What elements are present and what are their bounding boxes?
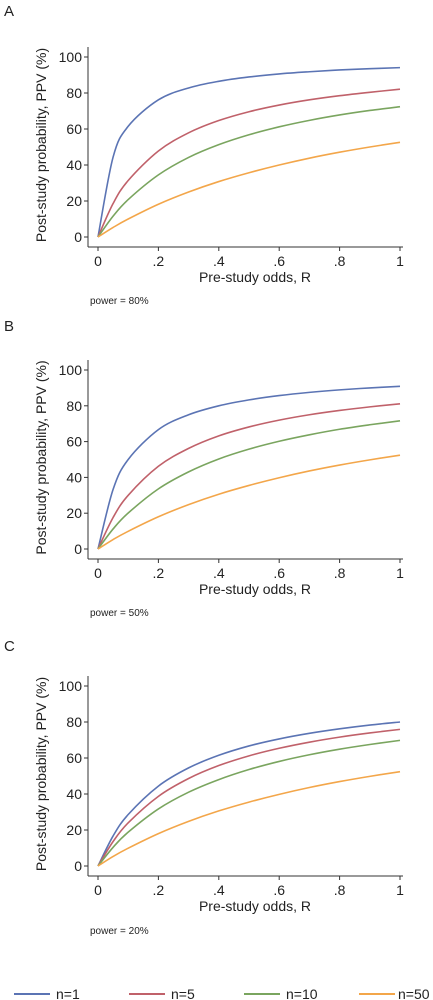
legend-label: n=10 <box>286 986 318 1000</box>
y-axis-title: Post-study probability, PPV (%) <box>33 677 49 871</box>
x-tick-label: .6 <box>273 253 285 269</box>
legend-label: n=50 <box>398 986 430 1000</box>
series-line-n-5 <box>97 403 401 550</box>
x-tick-label: 1 <box>396 253 404 269</box>
y-tick-label: 20 <box>66 505 82 521</box>
x-tick-label: .8 <box>334 253 346 269</box>
legend-item-n-1: n=1 <box>14 986 80 1000</box>
chart-panel-a: A 0 20 40 60 80 100 0 .2 .4 .6 .8 1 Pre-study odds, R… <box>4 3 404 307</box>
legend-item-n-10: n=10 <box>244 986 318 1000</box>
panel-letter: A <box>4 3 14 20</box>
x-tick-label: .2 <box>153 253 165 269</box>
x-tick-label: .4 <box>213 882 225 898</box>
series-line-n-1 <box>97 721 401 867</box>
panel-letter: C <box>4 638 15 655</box>
legend: n=1 n=5 n=10 n=50 <box>14 986 430 1000</box>
series-line-n-50 <box>97 770 401 867</box>
power-note: power = 20% <box>90 926 149 937</box>
y-tick-label: 100 <box>59 49 83 65</box>
power-note: power = 50% <box>90 608 149 619</box>
y-tick-label: 40 <box>66 469 82 485</box>
y-tick-label: 40 <box>66 786 82 802</box>
chart-panel-c: C 0 20 40 60 80 100 0 .2 .4 .6 .8 1 Pre-study odds, R… <box>4 638 404 937</box>
y-tick-label: 20 <box>66 193 82 209</box>
series-line-n-1 <box>97 385 401 550</box>
series-line-n-50 <box>97 141 401 238</box>
legend-item-n-5: n=5 <box>129 986 195 1000</box>
y-tick-label: 0 <box>74 858 82 874</box>
y-tick-label: 80 <box>66 85 82 101</box>
y-tick-label: 100 <box>59 678 83 694</box>
legend-item-n-50: n=50 <box>359 986 430 1000</box>
power-note: power = 80% <box>90 296 149 307</box>
x-tick-label: .8 <box>334 882 346 898</box>
legend-label: n=1 <box>56 986 80 1000</box>
y-tick-label: 60 <box>66 121 82 137</box>
x-tick-label: 0 <box>94 565 102 581</box>
y-tick-label: 60 <box>66 750 82 766</box>
y-tick-label: 0 <box>74 541 82 557</box>
x-tick-label: 0 <box>94 882 102 898</box>
x-tick-label: 1 <box>396 882 404 898</box>
y-tick-label: 20 <box>66 822 82 838</box>
x-tick-label: .2 <box>153 565 165 581</box>
y-tick-label: 100 <box>59 362 83 378</box>
x-tick-label: .2 <box>153 882 165 898</box>
y-tick-label: 80 <box>66 714 82 730</box>
x-axis-title: Pre-study odds, R <box>199 269 311 285</box>
y-axis-title: Post-study probability, PPV (%) <box>33 360 49 554</box>
chart-panel-b: B 0 20 40 60 80 100 0 .2 .4 .6 .8 1 Pre-study odds, R… <box>4 318 404 619</box>
panel-letter: B <box>4 318 14 335</box>
y-tick-label: 40 <box>66 157 82 173</box>
series-line-n-5 <box>97 88 401 238</box>
y-tick-label: 60 <box>66 434 82 450</box>
y-axis-title: Post-study probability, PPV (%) <box>33 48 49 242</box>
x-tick-label: 1 <box>396 565 404 581</box>
x-tick-label: .6 <box>273 565 285 581</box>
x-tick-label: .4 <box>213 565 225 581</box>
legend-label: n=5 <box>171 986 195 1000</box>
x-axis-title: Pre-study odds, R <box>199 898 311 914</box>
x-axis-title: Pre-study odds, R <box>199 581 311 597</box>
series-line-n-10 <box>97 739 401 867</box>
y-tick-label: 0 <box>74 229 82 245</box>
x-tick-label: 0 <box>94 253 102 269</box>
series-line-n-1 <box>97 66 401 238</box>
series-line-n-10 <box>97 105 401 238</box>
series-line-n-5 <box>97 728 401 867</box>
x-tick-label: .6 <box>273 882 285 898</box>
y-tick-label: 80 <box>66 398 82 414</box>
series-line-n-10 <box>97 420 401 550</box>
series-line-n-50 <box>97 454 401 550</box>
x-tick-label: .4 <box>213 253 225 269</box>
x-tick-label: .8 <box>334 565 346 581</box>
